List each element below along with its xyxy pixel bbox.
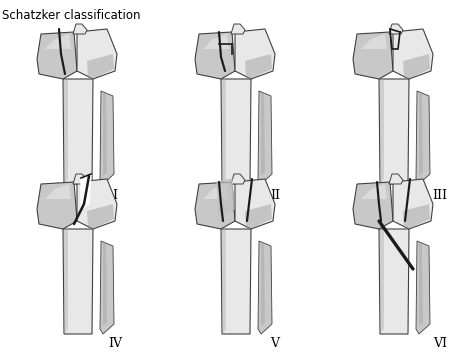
Polygon shape (195, 32, 235, 79)
Polygon shape (222, 229, 226, 334)
Polygon shape (261, 93, 265, 176)
Polygon shape (217, 179, 234, 214)
Polygon shape (45, 184, 71, 199)
Polygon shape (63, 79, 93, 184)
Polygon shape (222, 79, 226, 184)
Polygon shape (231, 174, 245, 184)
Polygon shape (37, 32, 77, 79)
Polygon shape (221, 229, 251, 334)
Text: Schatzker classification: Schatzker classification (2, 9, 140, 22)
Polygon shape (195, 182, 235, 229)
Polygon shape (261, 243, 265, 326)
Text: IV: IV (108, 337, 122, 350)
Polygon shape (203, 184, 229, 199)
Polygon shape (389, 24, 403, 34)
Polygon shape (353, 182, 393, 229)
Polygon shape (77, 179, 117, 229)
Polygon shape (45, 34, 71, 49)
Polygon shape (403, 54, 430, 79)
Polygon shape (379, 229, 409, 334)
Polygon shape (235, 179, 275, 229)
Polygon shape (81, 174, 91, 209)
Polygon shape (100, 241, 114, 334)
Polygon shape (64, 79, 68, 184)
Text: III: III (432, 189, 447, 202)
Text: II: II (270, 189, 280, 202)
Polygon shape (77, 29, 117, 79)
Polygon shape (379, 79, 409, 184)
Polygon shape (235, 29, 275, 79)
Polygon shape (416, 91, 430, 184)
Polygon shape (245, 204, 272, 229)
Polygon shape (103, 93, 107, 176)
Polygon shape (380, 229, 384, 334)
Polygon shape (100, 91, 114, 184)
Polygon shape (103, 243, 107, 326)
Text: I: I (112, 189, 118, 202)
Polygon shape (389, 174, 403, 184)
Polygon shape (203, 34, 229, 49)
Polygon shape (87, 54, 114, 79)
Polygon shape (361, 34, 387, 49)
Polygon shape (353, 32, 393, 79)
Polygon shape (37, 182, 77, 229)
Polygon shape (403, 204, 430, 229)
Polygon shape (419, 243, 423, 326)
Polygon shape (393, 179, 433, 229)
Polygon shape (258, 91, 272, 184)
Polygon shape (393, 29, 433, 79)
Polygon shape (361, 184, 387, 199)
Polygon shape (73, 174, 87, 184)
Polygon shape (87, 204, 114, 229)
Polygon shape (380, 79, 384, 184)
Polygon shape (73, 24, 87, 34)
Polygon shape (63, 229, 93, 334)
Polygon shape (245, 54, 272, 79)
Polygon shape (419, 93, 423, 176)
Polygon shape (64, 229, 68, 334)
Text: VI: VI (433, 337, 447, 350)
Text: V: V (271, 337, 280, 350)
Polygon shape (221, 79, 251, 184)
Polygon shape (258, 241, 272, 334)
Polygon shape (231, 24, 245, 34)
Polygon shape (416, 241, 430, 334)
